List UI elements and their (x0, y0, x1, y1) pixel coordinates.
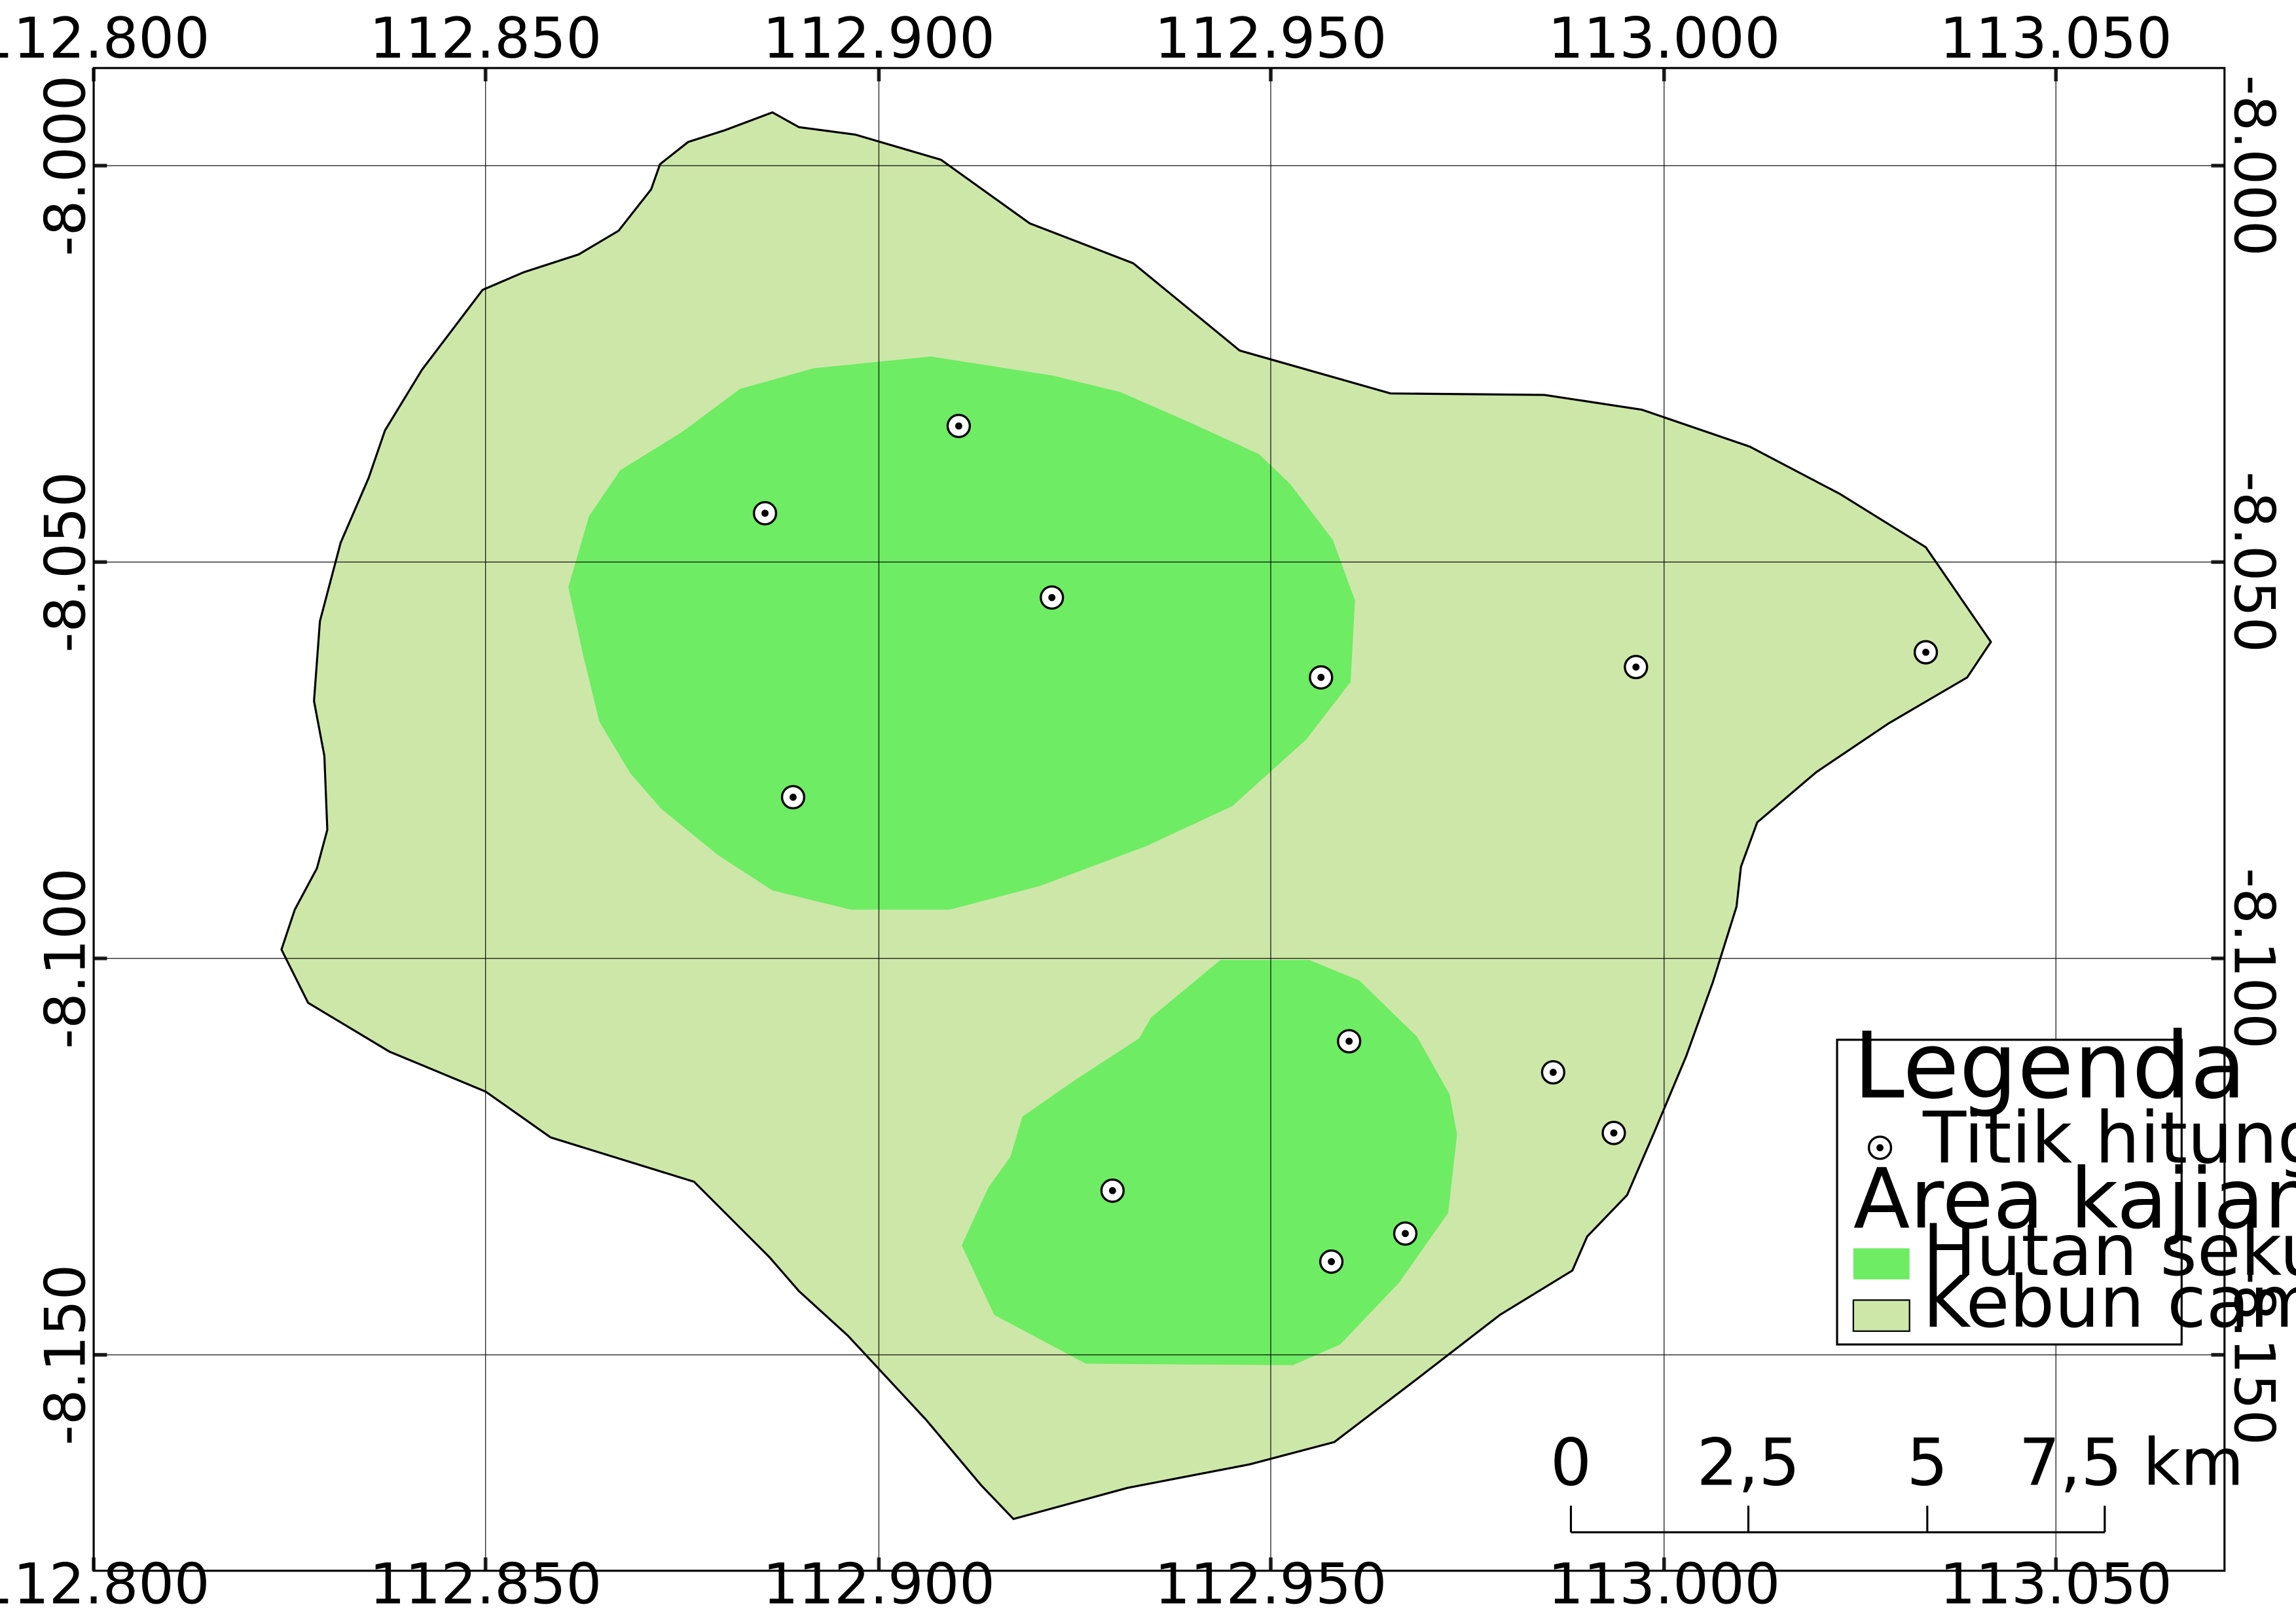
titik-hitung-points (752, 413, 1939, 1274)
lon-label-top: 112.950 (1155, 6, 1387, 71)
lat-label-right: -8.150 (2221, 1264, 2287, 1446)
titik-hitung-point (1309, 665, 1334, 690)
lat-label-left: -8.000 (33, 75, 99, 257)
titik-hitung-point (1100, 1178, 1125, 1203)
titik-hitung-point (1540, 1060, 1566, 1085)
legend-item-kebun: Kebun campuran (1923, 1261, 2296, 1344)
hutan-sekunder-area-north (568, 356, 1355, 910)
titik-hitung-point (752, 501, 778, 526)
coordinate-labels: 112.800 112.850 112.900 112.950 113.000 … (0, 6, 2287, 1617)
lon-label-top: 112.900 (763, 6, 995, 71)
titik-hitung-point (946, 413, 972, 439)
lat-label-right: -8.000 (2221, 75, 2287, 257)
lon-label-bottom: 112.850 (369, 1551, 602, 1617)
scale-label: 7,5 km (2019, 1426, 2244, 1501)
lat-label-right: -8.050 (2221, 471, 2287, 653)
titik-hitung-point (1601, 1120, 1626, 1145)
legend-title: Legenda (1853, 1013, 2246, 1120)
lat-label-right: -8.100 (2221, 868, 2287, 1049)
legend-box: Legenda Titik hitung Area kajian Hutan s… (1836, 1013, 2296, 1346)
titik-hitung-point (1337, 1029, 1362, 1054)
legend-swatch-hutan (1853, 1248, 1910, 1280)
lon-label-top: 112.800 (0, 6, 210, 71)
titik-hitung-point (1040, 585, 1065, 610)
lon-label-bottom: 112.950 (1155, 1551, 1387, 1617)
scale-label: 2,5 (1696, 1426, 1800, 1501)
lat-label-left: -8.150 (33, 1264, 99, 1446)
lon-label-top: 113.050 (1940, 6, 2172, 71)
scale-label: 0 (1550, 1426, 1592, 1501)
legend-frame (1836, 1039, 2183, 1346)
lon-label-top: 112.850 (369, 6, 602, 71)
lat-label-left: -8.050 (33, 471, 99, 653)
titik-hitung-point (1393, 1221, 1418, 1246)
titik-hitung-point (1319, 1249, 1344, 1274)
legend-point-label: Titik hitung (1922, 1096, 2296, 1179)
titik-hitung-point (780, 784, 806, 810)
lon-label-bottom: 112.900 (763, 1551, 995, 1617)
lon-label-top: 113.000 (1548, 6, 1780, 71)
legend-swatch-kebun (1852, 1299, 1910, 1332)
lat-label-left: -8.100 (33, 868, 99, 1049)
titik-hitung-point (1624, 655, 1649, 680)
map-frame (92, 67, 2226, 1572)
legend-item-hutan: Hutan sekunder (1923, 1209, 2296, 1292)
circle-dot-icon (1867, 1135, 1893, 1160)
lon-label-bottom: 112.800 (0, 1551, 210, 1617)
lon-label-bottom: 113.000 (1548, 1551, 1780, 1617)
legend-area-heading: Area kajian (1853, 1151, 2296, 1247)
scale-label: 5 (1906, 1426, 1948, 1501)
lon-label-bottom: 113.050 (1940, 1551, 2172, 1617)
titik-hitung-point (1913, 640, 1939, 665)
scale-bar (1569, 1505, 2106, 1534)
